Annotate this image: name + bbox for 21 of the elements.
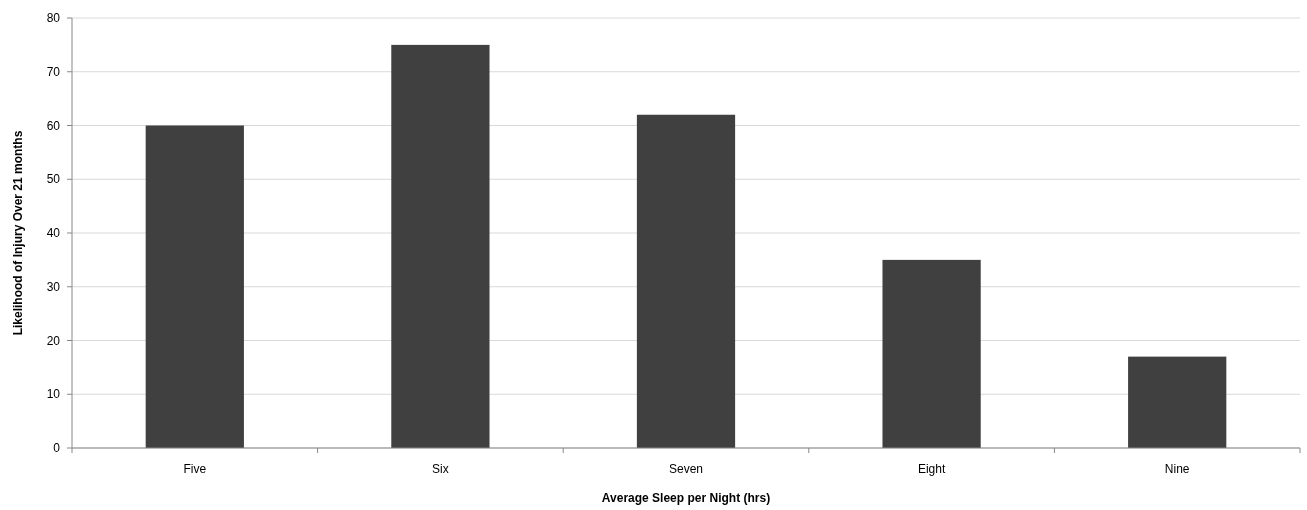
x-tick-label: Nine: [1164, 462, 1190, 476]
y-tick-label: 80: [46, 11, 61, 26]
x-tick-label: Seven: [668, 462, 704, 476]
y-tick-label: 70: [46, 64, 61, 79]
y-axis-title: Likelihood of Injury Over 21 months: [11, 130, 25, 336]
y-tick-label: 10: [46, 387, 61, 402]
y-tick-label: 40: [46, 226, 61, 241]
bar: [145, 125, 244, 448]
bar: [1128, 356, 1227, 448]
bar: [882, 259, 981, 448]
x-tick-label: Eight: [917, 462, 946, 476]
x-tick-label: Six: [432, 462, 449, 476]
x-axis-title: Average Sleep per Night (hrs): [601, 491, 771, 505]
y-tick-label: 60: [46, 118, 61, 133]
bar: [636, 114, 736, 448]
y-tick-label: 50: [46, 172, 61, 187]
y-tick-label: 30: [46, 279, 61, 294]
bar: [391, 44, 490, 448]
y-tick-label: 20: [46, 333, 61, 348]
y-tick-label: 0: [53, 441, 61, 456]
x-tick-label: Five: [183, 462, 207, 476]
